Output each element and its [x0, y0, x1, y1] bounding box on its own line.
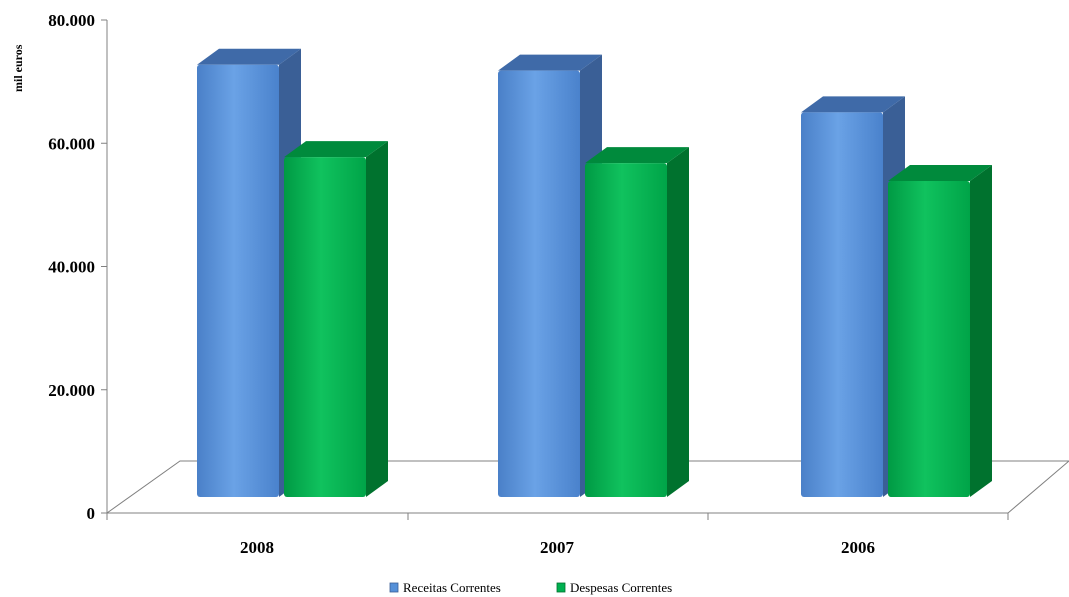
y-tick-label: 0 — [87, 504, 96, 523]
y-axis: 0 20.000 40.000 60.000 80.000 — [48, 11, 1009, 523]
x-axis-labels: 2008 2007 2006 — [240, 538, 875, 557]
x-tick-label: 2006 — [841, 538, 875, 557]
bar-side — [970, 164, 992, 498]
y-axis-title: mil euros — [11, 44, 25, 92]
bar — [585, 147, 689, 497]
bars — [197, 48, 992, 498]
bar — [284, 141, 388, 497]
bar-front — [888, 180, 970, 498]
y-tick-label: 20.000 — [48, 381, 95, 400]
bar-top — [585, 147, 689, 164]
y-tick-label: 60.000 — [48, 134, 95, 153]
bar-front — [284, 157, 366, 497]
bar-top — [888, 164, 992, 181]
bar-top — [498, 54, 602, 71]
bar-front — [585, 163, 667, 497]
legend: Receitas Correntes Despesas Correntes — [389, 580, 672, 595]
legend-swatch — [389, 582, 399, 593]
x-tick-label: 2007 — [540, 538, 575, 557]
bar-front — [801, 112, 883, 497]
y-tick-label: 40.000 — [48, 258, 95, 277]
bar-top — [801, 96, 905, 113]
bar-top — [197, 48, 301, 65]
bar-front — [197, 64, 279, 497]
legend-label: Receitas Correntes — [403, 580, 501, 595]
bar-top — [284, 141, 388, 158]
legend-swatch — [556, 582, 566, 593]
bar-front — [498, 70, 580, 498]
bar-side — [366, 141, 388, 497]
x-tick-label: 2008 — [240, 538, 274, 557]
legend-label: Despesas Correntes — [570, 580, 672, 595]
bar-side — [667, 147, 689, 497]
bar — [888, 164, 992, 498]
y-tick-label: 80.000 — [48, 11, 95, 30]
